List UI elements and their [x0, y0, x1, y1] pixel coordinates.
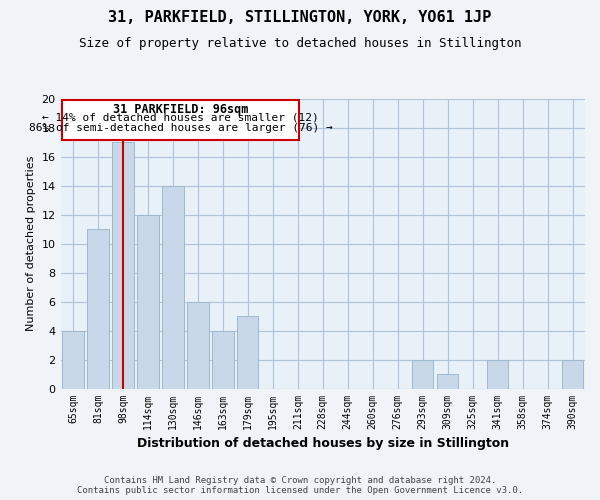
Bar: [112, 142, 134, 388]
Text: 86% of semi-detached houses are larger (76) →: 86% of semi-detached houses are larger (…: [29, 123, 332, 133]
Bar: [62, 330, 83, 388]
FancyBboxPatch shape: [62, 100, 299, 140]
Text: Size of property relative to detached houses in Stillington: Size of property relative to detached ho…: [79, 38, 521, 51]
Bar: [562, 360, 583, 388]
Y-axis label: Number of detached properties: Number of detached properties: [26, 156, 36, 332]
Bar: [412, 360, 433, 388]
Bar: [163, 186, 184, 388]
Text: 31, PARKFIELD, STILLINGTON, YORK, YO61 1JP: 31, PARKFIELD, STILLINGTON, YORK, YO61 1…: [109, 10, 491, 25]
Text: ← 14% of detached houses are smaller (12): ← 14% of detached houses are smaller (12…: [42, 113, 319, 123]
Bar: [187, 302, 209, 388]
Bar: [137, 215, 158, 388]
Text: Contains HM Land Registry data © Crown copyright and database right 2024.
Contai: Contains HM Land Registry data © Crown c…: [77, 476, 523, 495]
X-axis label: Distribution of detached houses by size in Stillington: Distribution of detached houses by size …: [137, 437, 509, 450]
Bar: [437, 374, 458, 388]
Bar: [88, 230, 109, 388]
Bar: [212, 330, 233, 388]
Bar: [487, 360, 508, 388]
Text: 31 PARKFIELD: 96sqm: 31 PARKFIELD: 96sqm: [113, 104, 248, 117]
Bar: [237, 316, 259, 388]
